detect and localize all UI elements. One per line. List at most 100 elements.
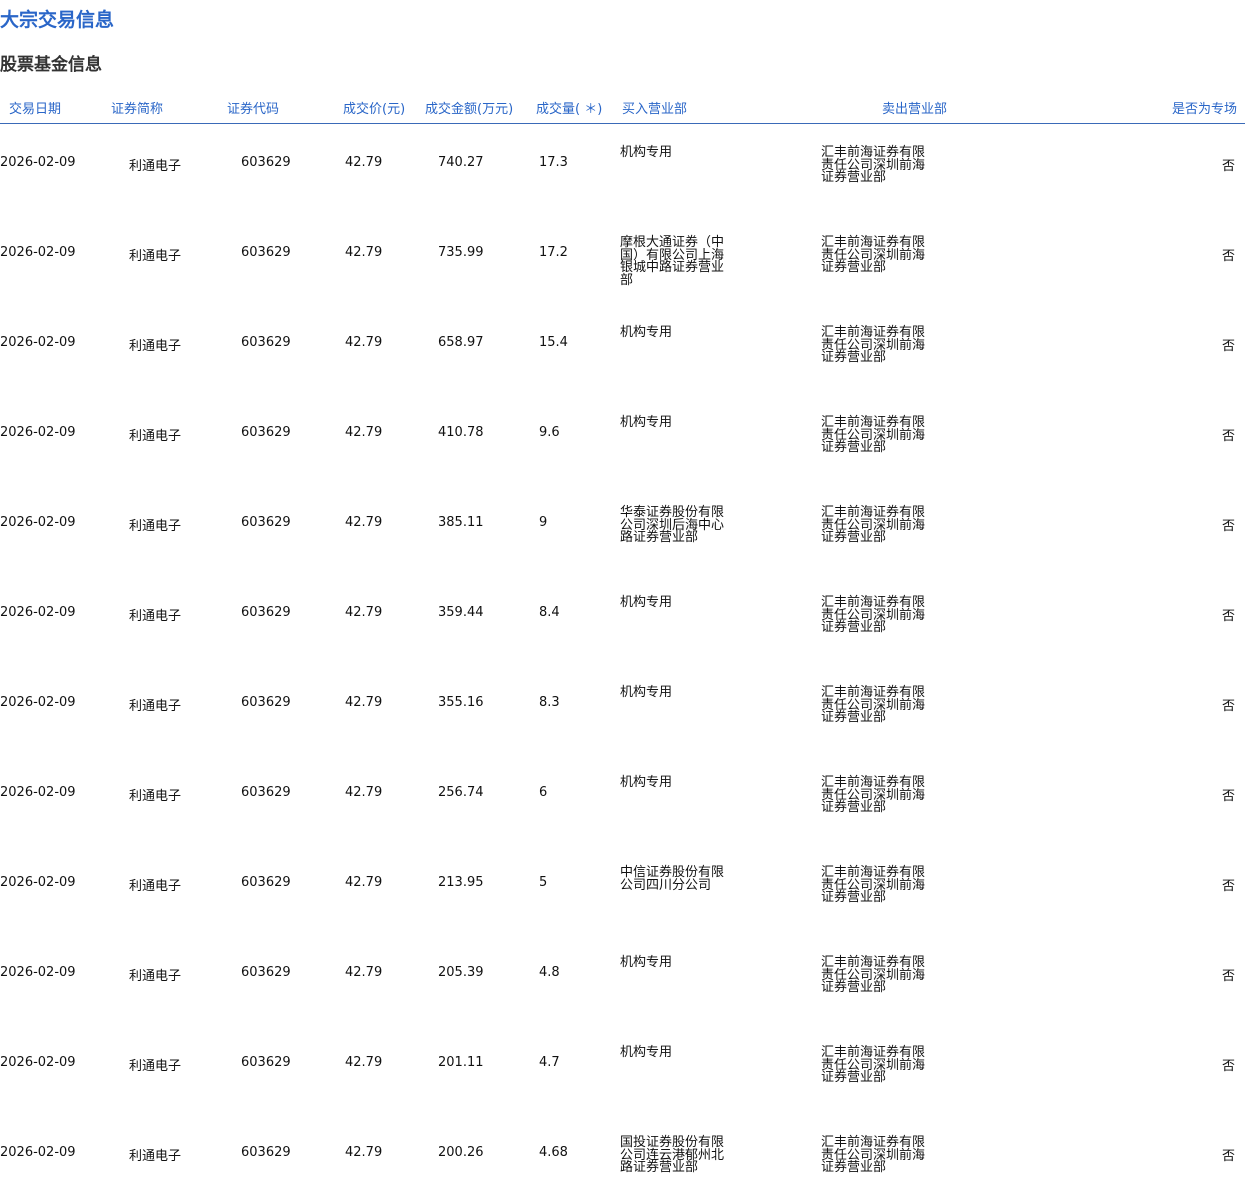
cell-buy: 国投证券股份有限公司连云港郁州北路证券营业部 bbox=[620, 1135, 725, 1175]
cell-special: 否 bbox=[1221, 789, 1235, 804]
cell-amount: 658.97 bbox=[438, 335, 484, 350]
cell-sell: 汇丰前海证券有限责任公司深圳前海证券营业部 bbox=[821, 505, 926, 545]
cell-price: 42.79 bbox=[345, 875, 383, 890]
cell-special: 否 bbox=[1221, 969, 1235, 984]
header-price[interactable]: 成交价(元) bbox=[343, 102, 406, 117]
cell-code: 603629 bbox=[241, 245, 291, 260]
cell-special: 否 bbox=[1221, 159, 1235, 174]
cell-amount: 355.16 bbox=[438, 695, 484, 710]
cell-name: 利通电子 bbox=[129, 969, 182, 984]
cell-volume: 8.3 bbox=[539, 695, 560, 710]
cell-name: 利通电子 bbox=[129, 879, 182, 894]
header-name[interactable]: 证券简称 bbox=[111, 102, 164, 117]
cell-special: 否 bbox=[1221, 1059, 1235, 1074]
cell-buy: 机构专用 bbox=[620, 415, 673, 430]
cell-buy: 机构专用 bbox=[620, 955, 673, 970]
table-row: 2026-02-09 利通电子 603629 42.79 359.44 8.4 机构专用 汇丰… bbox=[0, 574, 1245, 664]
cell-price: 42.79 bbox=[345, 965, 383, 980]
cell-volume: 9.6 bbox=[539, 425, 560, 440]
cell-code: 603629 bbox=[241, 965, 291, 980]
cell-buy: 机构专用 bbox=[620, 595, 673, 610]
cell-code: 603629 bbox=[241, 785, 291, 800]
cell-sell: 汇丰前海证券有限责任公司深圳前海证券营业部 bbox=[821, 955, 926, 995]
cell-sell: 汇丰前海证券有限责任公司深圳前海证券营业部 bbox=[821, 1135, 926, 1175]
cell-code: 603629 bbox=[241, 1145, 291, 1160]
header-amount[interactable]: 成交金额(万元) bbox=[425, 102, 514, 117]
cell-special: 否 bbox=[1221, 429, 1235, 444]
cell-volume: 6 bbox=[539, 785, 548, 800]
header-volume[interactable]: 成交量( ＊) bbox=[536, 102, 603, 117]
table-row: 2026-02-09 利通电子 603629 42.79 735.99 17.2 摩根大通证… bbox=[0, 214, 1245, 304]
cell-volume: 4.8 bbox=[539, 965, 560, 980]
cell-date: 2026-02-09 bbox=[0, 695, 76, 710]
cell-volume: 9 bbox=[539, 515, 548, 530]
cell-special: 否 bbox=[1221, 519, 1235, 534]
cell-date: 2026-02-09 bbox=[0, 335, 76, 350]
header-code[interactable]: 证券代码 bbox=[227, 102, 280, 117]
cell-amount: 256.74 bbox=[438, 785, 484, 800]
header-divider bbox=[0, 123, 1245, 124]
cell-volume: 17.3 bbox=[539, 155, 568, 170]
cell-buy: 摩根大通证券（中国）有限公司上海银城中路证券营业部 bbox=[620, 235, 725, 288]
table-row: 2026-02-09 利通电子 603629 42.79 658.97 15.4 机构专用 汇… bbox=[0, 304, 1245, 394]
cell-amount: 410.78 bbox=[438, 425, 484, 440]
cell-buy: 机构专用 bbox=[620, 685, 673, 700]
table-row: 2026-02-09 利通电子 603629 42.79 200.26 4.68 国投证券股… bbox=[0, 1114, 1245, 1204]
cell-amount: 213.95 bbox=[438, 875, 484, 890]
cell-sell: 汇丰前海证券有限责任公司深圳前海证券营业部 bbox=[821, 145, 926, 185]
cell-name: 利通电子 bbox=[129, 159, 182, 174]
cell-sell: 汇丰前海证券有限责任公司深圳前海证券营业部 bbox=[821, 415, 926, 455]
cell-special: 否 bbox=[1221, 1149, 1235, 1164]
cell-volume: 15.4 bbox=[539, 335, 568, 350]
cell-name: 利通电子 bbox=[129, 429, 182, 444]
cell-amount: 201.11 bbox=[438, 1055, 484, 1070]
cell-sell: 汇丰前海证券有限责任公司深圳前海证券营业部 bbox=[821, 775, 926, 815]
cell-price: 42.79 bbox=[345, 335, 383, 350]
cell-price: 42.79 bbox=[345, 605, 383, 620]
cell-date: 2026-02-09 bbox=[0, 1055, 76, 1070]
cell-amount: 200.26 bbox=[438, 1145, 484, 1160]
header-buy[interactable]: 买入营业部 bbox=[622, 102, 688, 117]
cell-name: 利通电子 bbox=[129, 1149, 182, 1164]
cell-volume: 4.68 bbox=[539, 1145, 568, 1160]
cell-special: 否 bbox=[1221, 609, 1235, 624]
cell-date: 2026-02-09 bbox=[0, 425, 76, 440]
cell-amount: 735.99 bbox=[438, 245, 484, 260]
table-row: 2026-02-09 利通电子 603629 42.79 213.95 5 中信证券股份有限… bbox=[0, 844, 1245, 934]
cell-sell: 汇丰前海证券有限责任公司深圳前海证券营业部 bbox=[821, 325, 926, 365]
cell-sell: 汇丰前海证券有限责任公司深圳前海证券营业部 bbox=[821, 865, 926, 905]
cell-buy: 机构专用 bbox=[620, 325, 673, 340]
cell-name: 利通电子 bbox=[129, 249, 182, 264]
cell-price: 42.79 bbox=[345, 785, 383, 800]
header-sell[interactable]: 卖出营业部 bbox=[882, 102, 948, 117]
cell-buy: 机构专用 bbox=[620, 775, 673, 790]
table-row: 2026-02-09 利通电子 603629 42.79 205.39 4.8 机构专用 汇丰… bbox=[0, 934, 1245, 1024]
cell-buy: 中信证券股份有限公司四川分公司 bbox=[620, 865, 725, 893]
cell-buy: 机构专用 bbox=[620, 145, 673, 160]
cell-price: 42.79 bbox=[345, 245, 383, 260]
header-special[interactable]: 是否为专场 bbox=[1171, 102, 1237, 117]
cell-name: 利通电子 bbox=[129, 699, 182, 714]
cell-volume: 8.4 bbox=[539, 605, 560, 620]
cell-code: 603629 bbox=[241, 605, 291, 620]
cell-volume: 5 bbox=[539, 875, 548, 890]
page-title: 大宗交易信息 bbox=[0, 9, 115, 31]
cell-name: 利通电子 bbox=[129, 339, 182, 354]
table-row: 2026-02-09 利通电子 603629 42.79 410.78 9.6 机构专用 汇丰… bbox=[0, 394, 1245, 484]
cell-volume: 17.2 bbox=[539, 245, 568, 260]
cell-date: 2026-02-09 bbox=[0, 245, 76, 260]
cell-date: 2026-02-09 bbox=[0, 155, 76, 170]
cell-amount: 205.39 bbox=[438, 965, 484, 980]
table-row: 2026-02-09 利通电子 603629 42.79 201.11 4.7 机构专用 汇丰… bbox=[0, 1024, 1245, 1114]
cell-code: 603629 bbox=[241, 875, 291, 890]
cell-date: 2026-02-09 bbox=[0, 605, 76, 620]
cell-name: 利通电子 bbox=[129, 519, 182, 534]
cell-date: 2026-02-09 bbox=[0, 1145, 76, 1160]
header-date[interactable]: 交易日期 bbox=[9, 102, 62, 117]
cell-code: 603629 bbox=[241, 695, 291, 710]
cell-name: 利通电子 bbox=[129, 789, 182, 804]
table-row: 2026-02-09 利通电子 603629 42.79 385.11 9 华泰证券股份有限… bbox=[0, 484, 1245, 574]
cell-special: 否 bbox=[1221, 699, 1235, 714]
cell-special: 否 bbox=[1221, 339, 1235, 354]
cell-sell: 汇丰前海证券有限责任公司深圳前海证券营业部 bbox=[821, 685, 926, 725]
